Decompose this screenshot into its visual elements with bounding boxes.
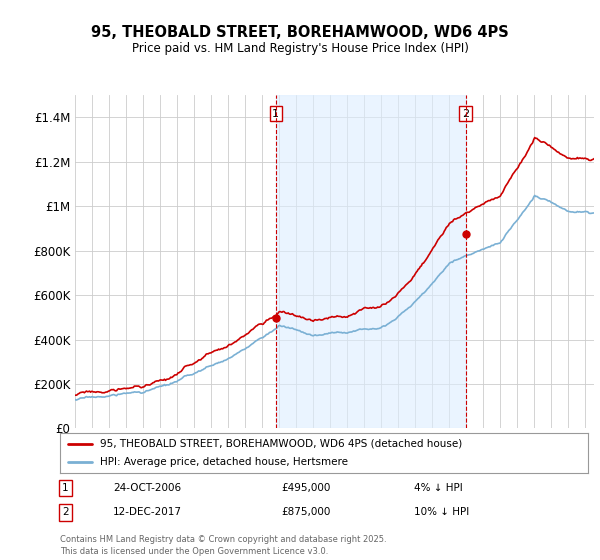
Text: 2: 2	[62, 507, 68, 517]
Text: 12-DEC-2017: 12-DEC-2017	[113, 507, 182, 517]
Text: HPI: Average price, detached house, Hertsmere: HPI: Average price, detached house, Hert…	[100, 458, 347, 467]
Text: 1: 1	[272, 109, 279, 119]
Text: 4% ↓ HPI: 4% ↓ HPI	[414, 483, 463, 493]
Text: £875,000: £875,000	[282, 507, 331, 517]
Text: 1: 1	[62, 483, 68, 493]
Text: 95, THEOBALD STREET, BOREHAMWOOD, WD6 4PS (detached house): 95, THEOBALD STREET, BOREHAMWOOD, WD6 4P…	[100, 439, 462, 449]
Text: Contains HM Land Registry data © Crown copyright and database right 2025.
This d: Contains HM Land Registry data © Crown c…	[60, 535, 386, 556]
Text: 10% ↓ HPI: 10% ↓ HPI	[414, 507, 469, 517]
Bar	[276, 95, 466, 428]
Text: Price paid vs. HM Land Registry's House Price Index (HPI): Price paid vs. HM Land Registry's House …	[131, 42, 469, 55]
Text: 24-OCT-2006: 24-OCT-2006	[113, 483, 181, 493]
Text: 95, THEOBALD STREET, BOREHAMWOOD, WD6 4PS: 95, THEOBALD STREET, BOREHAMWOOD, WD6 4P…	[91, 25, 509, 40]
Text: 2: 2	[462, 109, 469, 119]
Text: £495,000: £495,000	[282, 483, 331, 493]
